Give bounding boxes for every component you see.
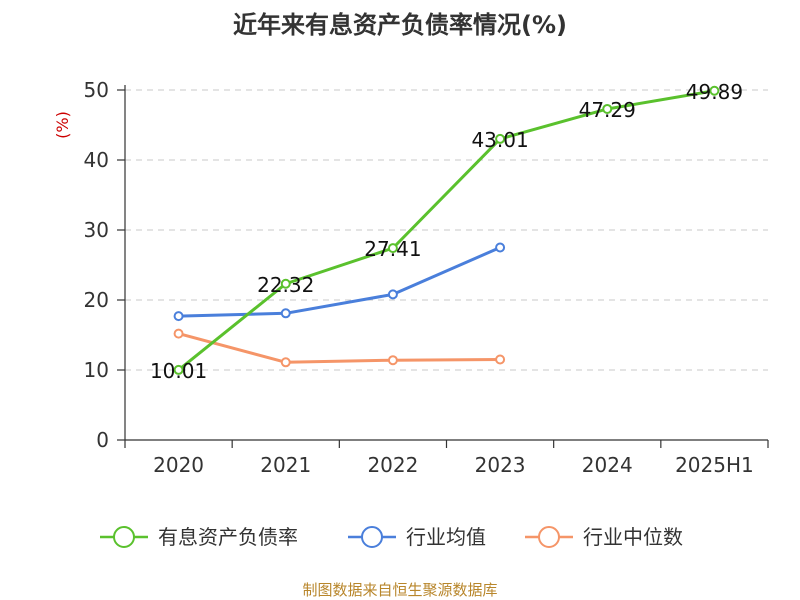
source-note: 制图数据来自恒生聚源数据库: [302, 581, 497, 599]
x-tick-label: 2024: [582, 453, 633, 477]
legend-label: 行业中位数: [583, 525, 683, 549]
y-tick-label: 10: [84, 358, 109, 382]
y-tick-label: 50: [84, 78, 109, 102]
legend: 有息资产负债率 行业均值 行业中位数: [100, 525, 683, 549]
data-point: [495, 242, 506, 253]
data-label: 27.41: [364, 237, 421, 261]
y-tick-label: 30: [84, 218, 109, 242]
series-line-1: [178, 246, 501, 318]
legend-label: 有息资产负债率: [158, 525, 298, 549]
series-group: [173, 85, 720, 375]
data-point: [495, 133, 506, 144]
series-line-2: [178, 332, 501, 364]
legend-label: 行业均值: [406, 525, 486, 549]
y-tick-label: 0: [96, 428, 109, 452]
data-point: [387, 243, 398, 254]
data-label: 47.29: [579, 98, 636, 122]
chart-title: 近年来有息资产负债率情况(%): [233, 11, 567, 39]
data-point: [173, 364, 184, 375]
legend-item-2: 行业中位数: [525, 525, 683, 549]
data-point: [495, 354, 506, 365]
legend-marker: [113, 526, 135, 548]
data-labels: 10.01 22.32 27.41 43.01 47.29 49.89: [150, 80, 743, 383]
data-label: 43.01: [471, 128, 528, 152]
data-point: [280, 278, 291, 289]
data-point: [280, 308, 291, 319]
legend-marker: [538, 526, 560, 548]
axes: 0 10 20 30 40 50 2020 2021 2022 2023 2024 2025H1: [84, 78, 769, 477]
y-axis-unit: (%): [53, 111, 72, 139]
x-tick-label: 2025H1: [675, 453, 754, 477]
legend-marker: [361, 526, 383, 548]
data-point: [602, 103, 613, 114]
x-tick-label: 2022: [367, 453, 418, 477]
data-point: [387, 355, 398, 366]
data-label: 10.01: [150, 359, 207, 383]
data-label: 49.89: [686, 80, 743, 104]
x-tick-label: 2023: [475, 453, 526, 477]
y-tick-label: 40: [84, 148, 109, 172]
gridlines: [125, 89, 768, 371]
data-point: [173, 328, 184, 339]
x-tick-label: 2020: [153, 453, 204, 477]
data-label: 22.32: [257, 273, 314, 297]
series-line-0: [177, 89, 715, 372]
data-point: [709, 85, 720, 96]
data-point: [173, 311, 184, 322]
x-tick-label: 2021: [260, 453, 311, 477]
data-point: [280, 357, 291, 368]
y-tick-label: 20: [84, 288, 109, 312]
data-point: [387, 289, 398, 300]
legend-item-1: 行业均值: [348, 525, 486, 549]
legend-item-0: 有息资产负债率: [100, 525, 298, 549]
